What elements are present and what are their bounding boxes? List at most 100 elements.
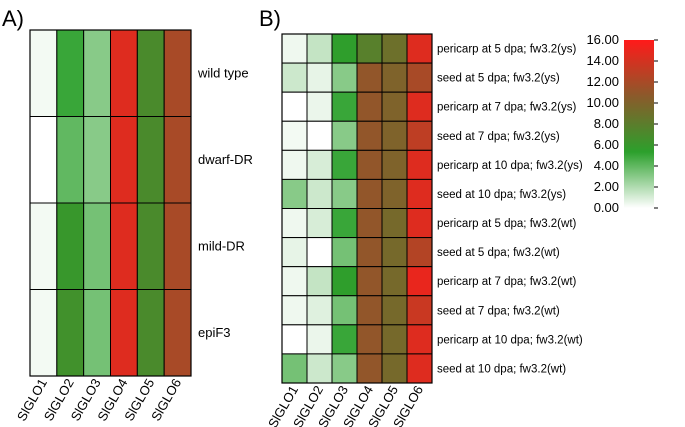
heatmap-cell <box>281 178 308 210</box>
heatmap-cell <box>281 91 308 122</box>
heatmap-cell <box>110 202 138 290</box>
colorbar-tick-label: 4.00 <box>594 158 619 173</box>
colorbar-tick-label: 12.00 <box>586 74 619 89</box>
heatmap-cell <box>406 178 433 210</box>
heatmap-cell <box>281 324 308 355</box>
row-label: seed at 5 dpa; fw3.2(wt) <box>437 247 560 259</box>
colorbar: 0.00 2.00 4.00 6.00 8.00 10.00 12.00 14.00 16.00 <box>586 32 658 215</box>
heatmap-cell <box>406 237 433 268</box>
heatmap-cell <box>306 295 333 326</box>
row-label: seed at 10 dpa; fw3.2(ys) <box>437 189 566 201</box>
heatmap-cell <box>306 266 333 297</box>
heatmap-cell <box>306 33 333 64</box>
row-label: pericarp at 5 dpa; fw3.2(wt) <box>437 218 577 230</box>
heatmap-cell <box>281 120 308 151</box>
heatmap-border <box>29 29 192 377</box>
heatmap-cell <box>163 29 192 117</box>
panel-b-label: B) <box>259 6 281 31</box>
heatmap-cell <box>281 237 308 268</box>
heatmap-cell <box>281 353 308 384</box>
row-label: seed at 7 dpa; fw3.2(ys) <box>437 131 560 143</box>
row-label: pericarp at 5 dpa; fw3.2(ys) <box>437 44 577 56</box>
heatmap-cell <box>83 289 111 377</box>
heatmap-cell <box>29 29 58 117</box>
row-label: seed at 7 dpa; fw3.2(wt) <box>437 305 560 317</box>
heatmap-cell <box>381 353 408 384</box>
heatmap-cell <box>381 237 408 268</box>
heatmap-cell <box>306 91 333 122</box>
heatmap-cell <box>136 116 165 204</box>
heatmap-cell <box>281 208 308 239</box>
heatmap-cell <box>331 353 358 384</box>
heatmap-cell <box>306 178 333 210</box>
row-label: pericarp at 7 dpa; fw3.2(wt) <box>437 276 577 288</box>
heatmap-cell <box>136 202 165 290</box>
heatmap-cell <box>331 208 358 239</box>
heatmap-cell <box>331 91 358 122</box>
row-label: epiF3 <box>198 325 231 340</box>
colorbar-gradient <box>624 40 654 208</box>
heatmap-cell <box>306 120 333 151</box>
heatmap-cell <box>281 295 308 326</box>
colorbar-tick-label: 8.00 <box>594 116 619 131</box>
heatmap-cell <box>331 33 358 64</box>
heatmap-cell <box>331 149 358 180</box>
row-label: pericarp at 10 dpa; fw3.2(ys) <box>437 160 583 172</box>
heatmap-cell <box>83 116 111 204</box>
row-label: seed at 10 dpa; fw3.2(wt) <box>437 363 566 375</box>
heatmap-cell <box>381 62 408 93</box>
heatmap-cell <box>306 149 333 180</box>
heatmap-cell <box>356 91 383 122</box>
heatmap-cell <box>56 289 85 377</box>
heatmap-cell <box>110 289 138 377</box>
panel-a-label: A) <box>2 6 24 31</box>
colorbar-tick-label: 0.00 <box>594 200 619 215</box>
heatmap-cell <box>29 289 58 377</box>
panel-b-heatmap: pericarp at 5 dpa; fw3.2(ys) seed at 5 dp… <box>265 33 583 427</box>
row-label: seed at 5 dpa; fw3.2(ys) <box>437 73 560 85</box>
heatmap-cell <box>136 29 165 117</box>
heatmap-cell <box>331 178 358 210</box>
heatmap-cell <box>56 116 85 204</box>
heatmap-cell <box>29 116 58 204</box>
heatmap-cell <box>406 33 433 64</box>
heatmap-cell <box>356 178 383 210</box>
heatmap-cell <box>163 202 192 290</box>
heatmap-cell <box>406 62 433 93</box>
heatmap-cell <box>136 289 165 377</box>
heatmap-cell <box>306 324 333 355</box>
colorbar-tick-label: 10.00 <box>586 95 619 110</box>
heatmap-cell <box>356 149 383 180</box>
heatmap-cell <box>381 33 408 64</box>
heatmap-cell <box>381 91 408 122</box>
colorbar-tick-label: 14.00 <box>586 53 619 68</box>
heatmap-cell <box>406 295 433 326</box>
heatmap-cell <box>356 120 383 151</box>
heatmap-cell <box>381 208 408 239</box>
row-label: dwarf-DR <box>198 152 253 167</box>
heatmap-cell <box>356 324 383 355</box>
row-label: pericarp at 10 dpa; fw3.2(wt) <box>437 334 583 346</box>
heatmap-cell <box>281 62 308 93</box>
heatmap-cell <box>356 33 383 64</box>
heatmap-cell <box>406 91 433 122</box>
panel-a-heatmap: wild typedwarf-DRmild-DRepiF3SlGLO1SlGLO… <box>14 29 253 424</box>
heatmap-cell <box>110 29 138 117</box>
heatmap-cell <box>56 202 85 290</box>
heatmap-cell <box>356 353 383 384</box>
heatmap-cell <box>331 266 358 297</box>
heatmap-cell <box>381 149 408 180</box>
heatmap-cell <box>56 29 85 117</box>
heatmap-cell <box>356 62 383 93</box>
heatmap-cell <box>331 295 358 326</box>
row-label: pericarp at 7 dpa; fw3.2(ys) <box>437 102 577 114</box>
heatmap-border <box>281 33 433 384</box>
heatmap-cell <box>406 324 433 355</box>
row-label: mild-DR <box>198 238 245 253</box>
heatmap-cell <box>110 116 138 204</box>
heatmap-cell <box>381 120 408 151</box>
heatmap-cell <box>83 202 111 290</box>
heatmap-cell <box>281 149 308 180</box>
heatmap-cell <box>281 33 308 64</box>
